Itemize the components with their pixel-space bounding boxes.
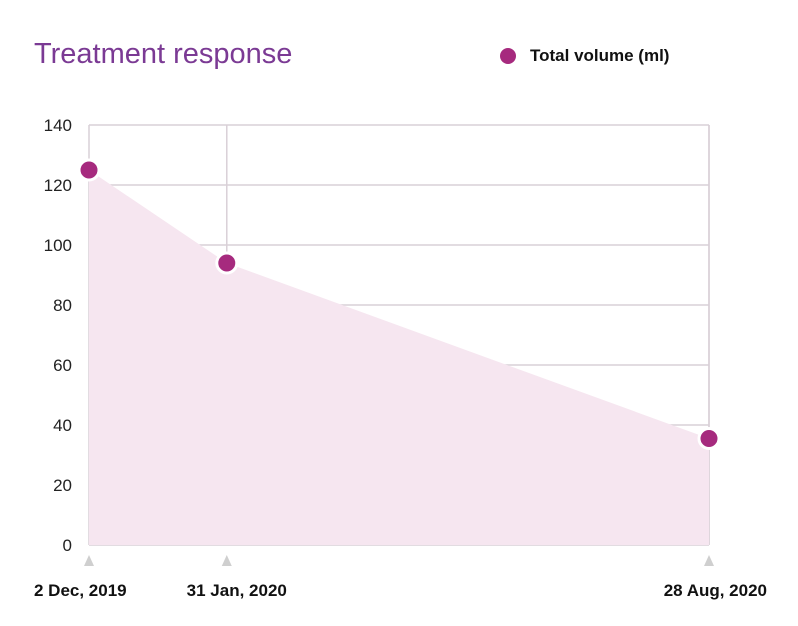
data-point [697,427,721,450]
legend-marker-icon [500,48,516,64]
y-tick-label: 140 [44,116,72,135]
y-tick-label: 0 [63,536,72,555]
legend: Total volume (ml) [500,46,669,66]
y-tick-label: 20 [53,476,72,495]
data-point [77,158,101,182]
y-tick-label: 80 [53,296,72,315]
y-tick-label: 100 [44,236,72,255]
x-tick-marker [84,555,94,566]
legend-label: Total volume (ml) [530,46,670,65]
x-tick-label: 28 Aug, 2020 [664,581,767,600]
y-tick-label: 120 [44,176,72,195]
x-tick-label: 31 Jan, 2020 [187,581,287,600]
y-tick-label: 60 [53,356,72,375]
y-tick-label: 40 [53,416,72,435]
chart-title: Treatment response [34,38,293,70]
x-tick-label: 2 Dec, 2019 [34,581,127,600]
x-tick-marker [704,555,714,566]
series-area [89,170,709,545]
data-point [215,251,239,275]
x-tick-marker [221,555,232,566]
